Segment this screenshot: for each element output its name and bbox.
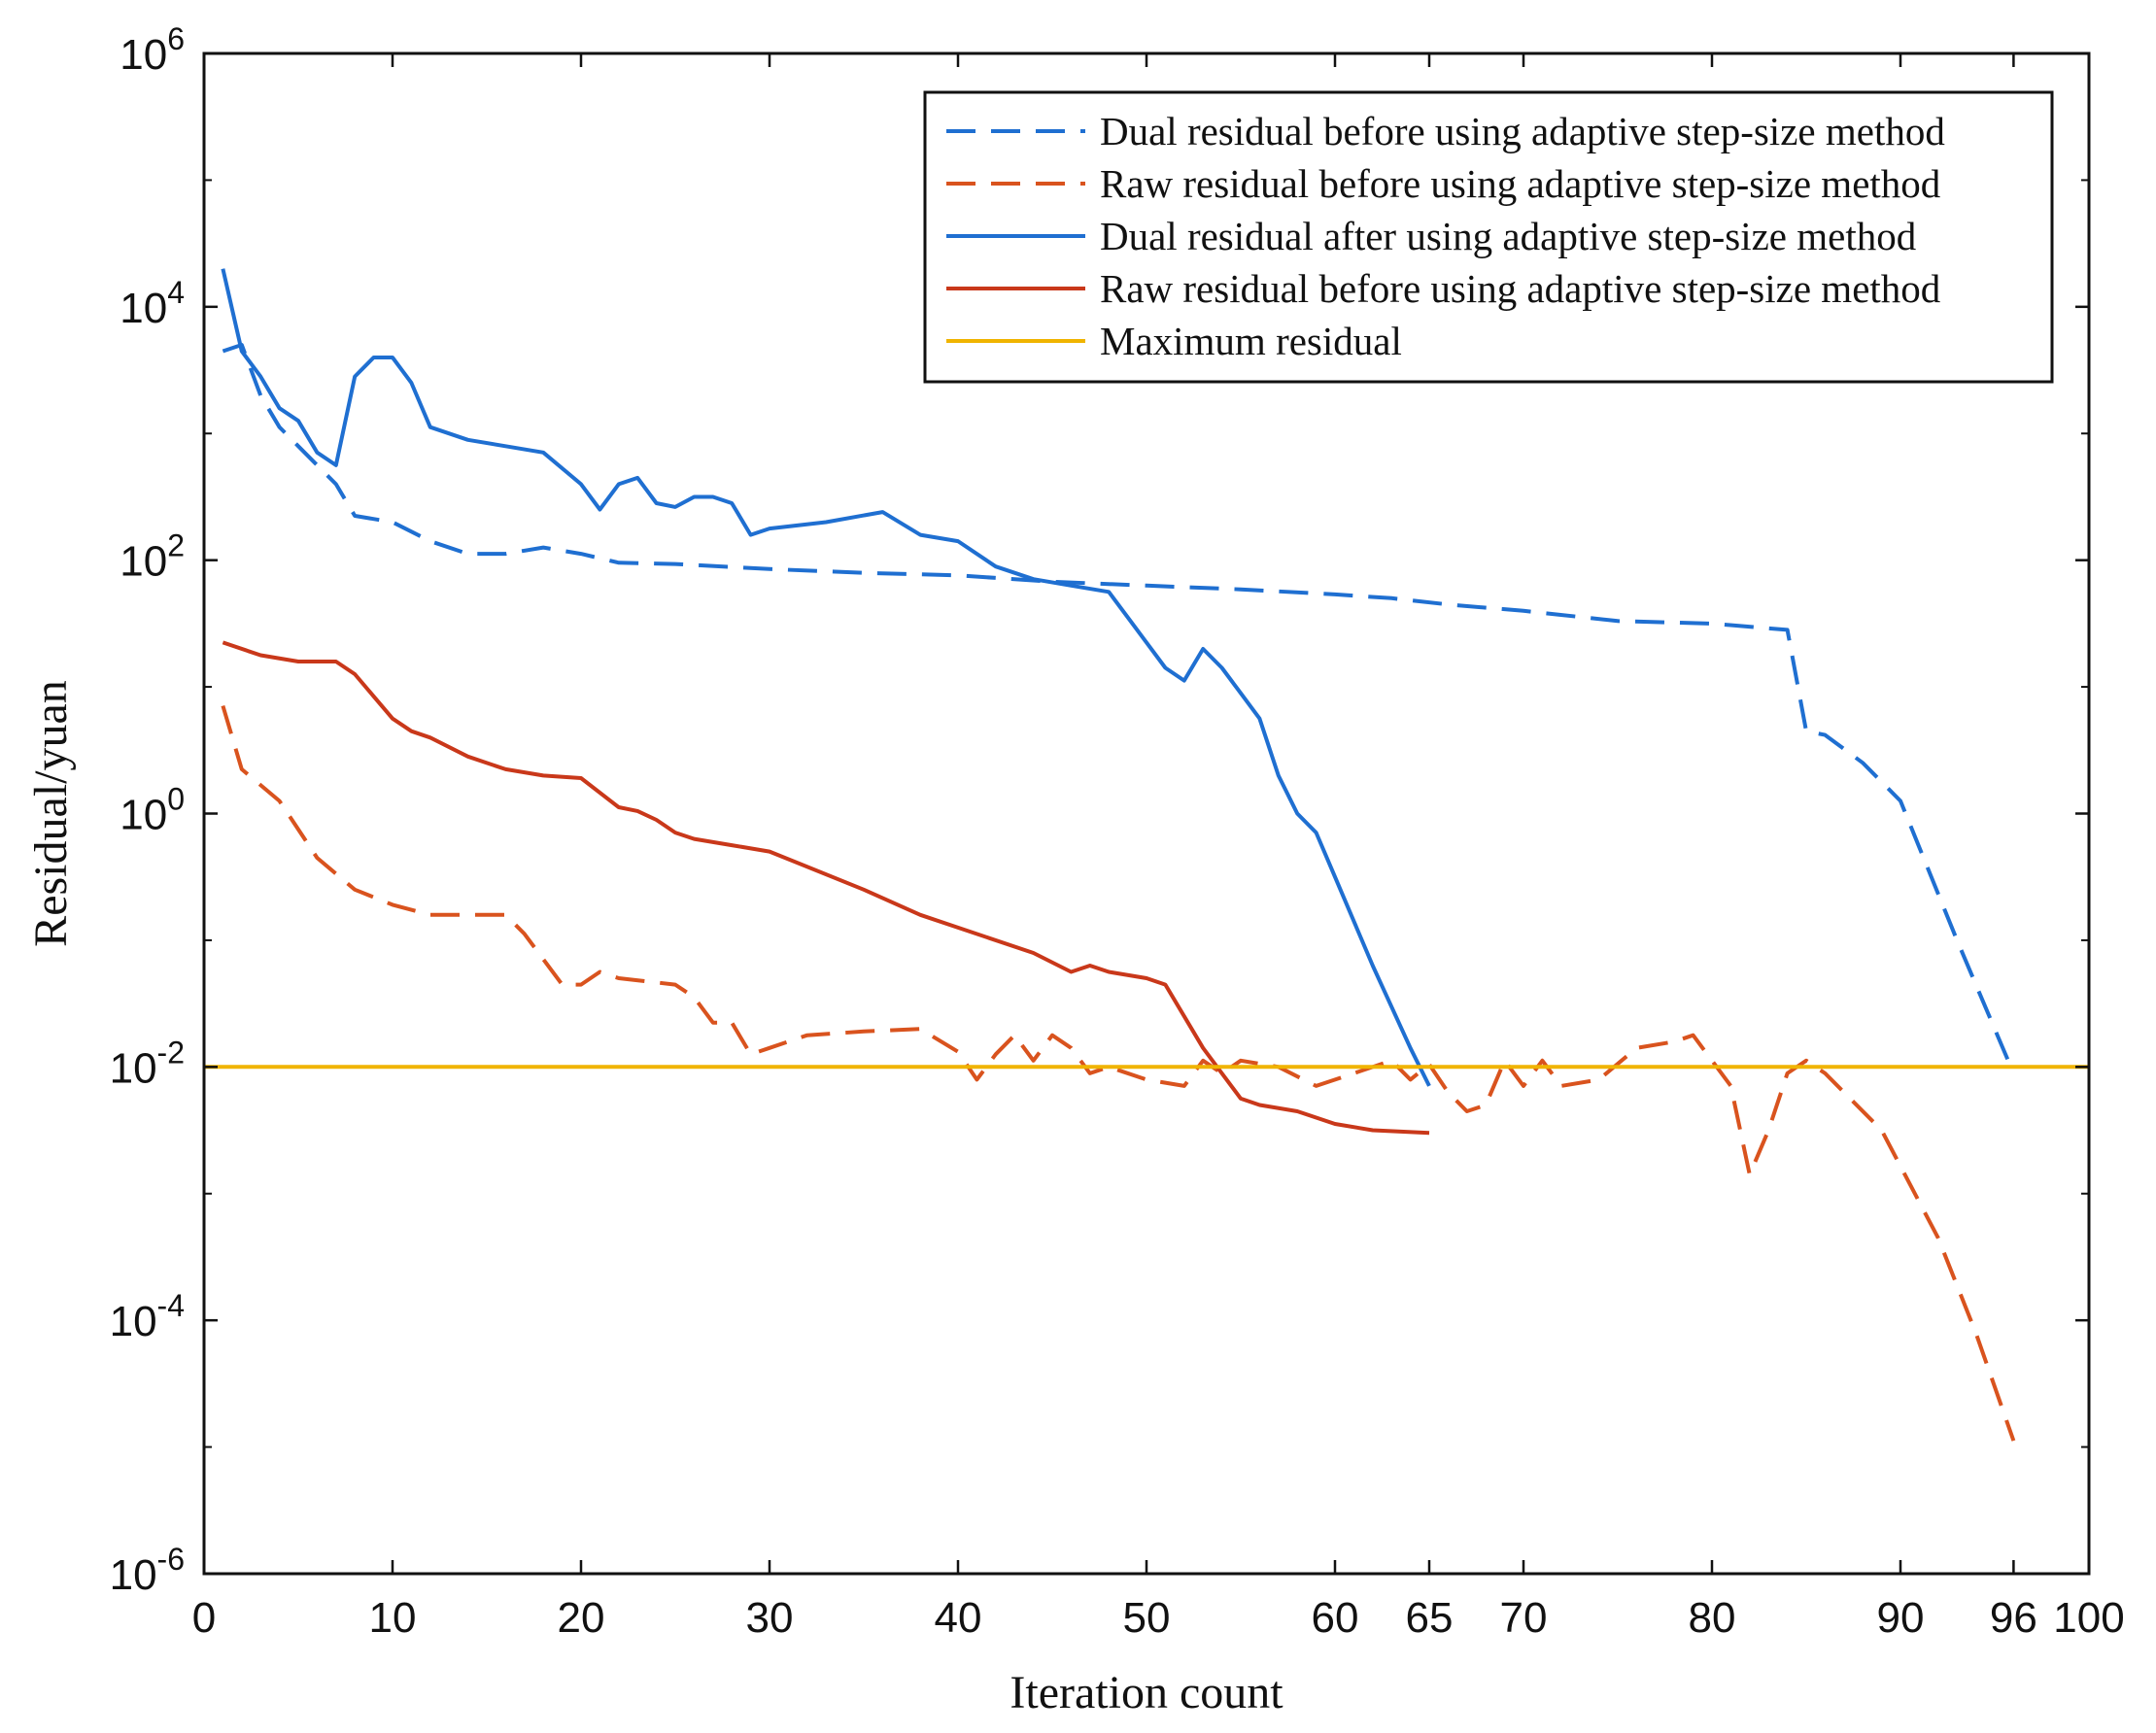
x-tick-label: 50 (1123, 1594, 1171, 1642)
x-tick-label: 0 (192, 1594, 216, 1642)
y-axis-title: Residual/yuan (25, 680, 77, 947)
legend-box (923, 90, 2054, 384)
y-tick-label: 102 (120, 528, 185, 586)
x-tick-label: 80 (1689, 1594, 1736, 1642)
x-tick-label: 40 (935, 1594, 982, 1642)
y-tick-label: 10-6 (110, 1542, 185, 1599)
legend-label: Dual residual after using adaptive step-… (1100, 214, 1916, 258)
x-tick-label: 65 (1406, 1594, 1454, 1642)
y-tick-label: 106 (120, 21, 185, 79)
legend-label: Dual residual before using adaptive step… (1100, 109, 1945, 153)
y-tick-label: 10-4 (110, 1288, 185, 1345)
legend-label: Raw residual before using adaptive step-… (1100, 161, 1940, 206)
y-tick-label: 104 (120, 275, 185, 332)
y-tick-label: 100 (120, 782, 185, 839)
legend: Dual residual before using adaptive step… (923, 90, 2054, 384)
legend-label: Raw residual before using adaptive step-… (1100, 266, 1940, 311)
series-line-1 (222, 343, 2016, 1074)
x-tick-label: 30 (746, 1594, 794, 1642)
x-tick-label: 20 (558, 1594, 605, 1642)
x-axis-title: Iteration count (1010, 1667, 1283, 1718)
series-layer (204, 268, 2089, 1442)
series-line-3 (221, 268, 1431, 1087)
y-tick-label: 10-2 (110, 1035, 185, 1092)
x-tick-label: 60 (1312, 1594, 1359, 1642)
axis-ticks: 0 10 20 30 40 50 60 65 70 80 90 96 100 10-6 10-4 10-2 10… (110, 21, 2125, 1642)
series-line-2 (221, 705, 2016, 1442)
x-tick-label: 70 (1500, 1594, 1548, 1642)
legend-label: Maximum residual (1100, 319, 1402, 363)
x-tick-label: 90 (1877, 1594, 1925, 1642)
series-line-4 (222, 640, 1430, 1136)
x-tick-label: 100 (2053, 1594, 2124, 1642)
x-tick-label: 10 (369, 1594, 417, 1642)
x-tick-label: 96 (1990, 1594, 2037, 1642)
